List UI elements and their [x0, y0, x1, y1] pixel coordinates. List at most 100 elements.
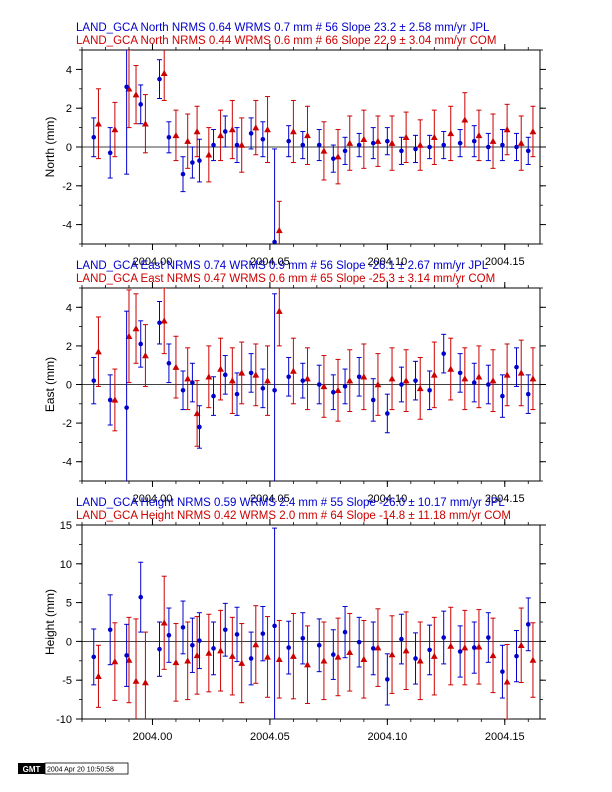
data-point	[300, 635, 306, 641]
data-point	[300, 378, 306, 383]
data-point	[529, 656, 537, 663]
gmt-logo: GMT	[23, 765, 41, 774]
data-point	[184, 657, 192, 664]
data-point	[180, 171, 186, 177]
data-point	[457, 140, 463, 146]
data-point	[331, 156, 336, 161]
data-point	[95, 120, 102, 127]
data-point	[172, 363, 180, 370]
y-tick-label: 15	[60, 520, 72, 532]
data-point	[514, 364, 519, 370]
data-point	[252, 371, 260, 378]
data-point	[238, 141, 246, 148]
data-point	[316, 382, 322, 387]
y-tick-label: -10	[56, 714, 72, 726]
data-point	[304, 375, 311, 382]
x-tick-label: 2004.05	[250, 493, 290, 505]
data-point	[234, 632, 240, 637]
data-point	[320, 383, 328, 390]
data-point	[205, 373, 213, 380]
data-point	[334, 153, 342, 160]
y-axis-label: East (mm)	[43, 357, 57, 412]
y-tick-label: -2	[62, 181, 72, 193]
series-jpl	[91, 293, 531, 481]
data-point	[461, 116, 469, 123]
x-tick-label: 2004.15	[485, 256, 525, 268]
data-point	[430, 652, 438, 659]
data-point	[486, 635, 491, 640]
data-point	[205, 649, 213, 656]
data-point	[228, 377, 236, 384]
data-point	[111, 126, 119, 133]
data-point	[370, 140, 376, 146]
data-point	[304, 131, 311, 139]
data-point	[166, 632, 172, 638]
data-point	[125, 332, 133, 339]
data-point	[320, 147, 328, 154]
data-point	[166, 135, 172, 140]
data-point	[385, 138, 390, 144]
data-point	[370, 646, 376, 651]
data-point	[525, 622, 531, 627]
data-point	[193, 651, 201, 659]
data-point	[132, 91, 140, 98]
data-point	[275, 655, 283, 662]
data-point	[500, 669, 505, 674]
panel-1: LAND_GCA North NRMS 0.64 WRMS 0.7 mm # 5…	[43, 22, 546, 268]
data-point	[138, 102, 144, 107]
data-point	[514, 144, 519, 150]
data-point	[427, 144, 432, 150]
data-point	[228, 652, 236, 659]
data-point	[388, 375, 396, 382]
y-tick-label: 0	[66, 636, 72, 648]
y-tick-label: 4	[66, 302, 72, 314]
x-tick-label: 2004.10	[367, 256, 407, 268]
x-tick-label: 2004.05	[250, 731, 290, 743]
data-point	[514, 653, 519, 659]
data-point	[138, 341, 144, 347]
data-point	[457, 370, 463, 376]
data-point	[334, 653, 342, 660]
data-point	[222, 627, 228, 633]
data-point	[260, 136, 266, 142]
data-point	[124, 405, 129, 410]
data-point	[272, 387, 277, 393]
data-point	[500, 393, 505, 399]
data-point	[416, 384, 424, 392]
data-point	[447, 365, 455, 372]
data-point	[228, 126, 236, 133]
data-point	[399, 148, 404, 154]
data-point	[374, 137, 382, 144]
data-point	[500, 142, 505, 148]
data-point	[125, 656, 133, 663]
data-point	[275, 227, 283, 234]
data-point	[360, 655, 368, 662]
data-point	[238, 659, 246, 666]
data-point	[286, 138, 291, 144]
data-point	[503, 126, 511, 133]
y-tick-label: 2	[66, 103, 72, 115]
data-point	[304, 661, 311, 668]
data-point	[430, 133, 438, 141]
data-point	[289, 367, 297, 374]
data-point	[238, 369, 246, 376]
data-point	[205, 151, 213, 158]
data-point	[517, 641, 525, 648]
data-point	[172, 131, 180, 139]
gmt-stamp: GMT 2004 Apr 20 10:50:58	[18, 762, 129, 775]
data-point	[222, 129, 228, 134]
data-point	[529, 375, 537, 382]
data-layer	[91, 50, 537, 244]
data-point	[125, 85, 133, 92]
data-point	[334, 386, 342, 394]
data-point	[416, 657, 424, 664]
y-tick-label: 2	[66, 341, 72, 353]
series-com	[95, 288, 537, 447]
panel-3: LAND_GCA Height NRMS 0.59 WRMS 2.4 mm # …	[43, 497, 546, 743]
data-point	[489, 377, 497, 384]
data-point	[217, 647, 224, 654]
series-jpl	[91, 50, 531, 244]
data-point	[211, 393, 216, 399]
data-point	[190, 380, 195, 385]
